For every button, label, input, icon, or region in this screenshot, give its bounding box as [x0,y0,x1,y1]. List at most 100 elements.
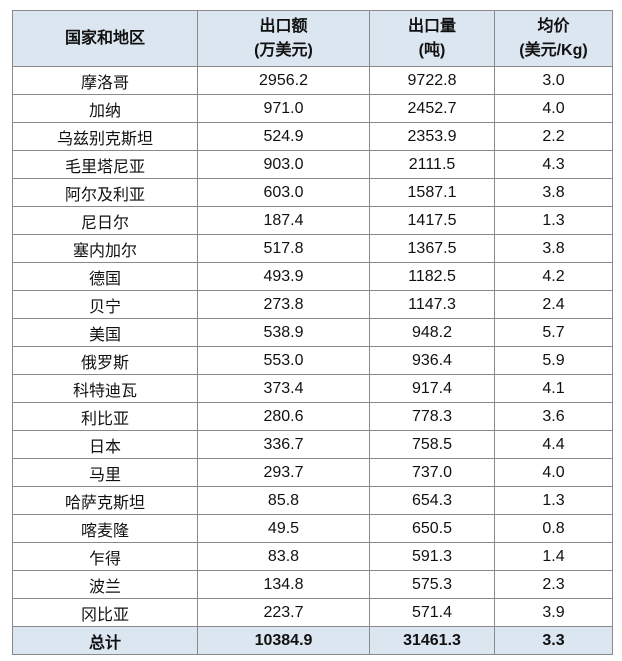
value-cell: 936.4 [369,346,495,375]
value-cell: 1182.5 [369,262,495,291]
value-cell: 2.3 [494,570,613,599]
country-cell: 马里 [12,458,198,487]
country-cell: 乍得 [12,542,198,571]
value-cell: 187.4 [197,206,370,235]
value-cell: 524.9 [197,122,370,151]
total-cell: 10384.9 [197,626,370,655]
value-cell: 1.4 [494,542,613,571]
value-cell: 591.3 [369,542,495,571]
country-cell: 利比亚 [12,402,198,431]
value-cell: 4.0 [494,94,613,123]
value-cell: 4.2 [494,262,613,291]
table-row: 加纳 971.0 2452.7 4.0 [12,94,613,123]
country-cell: 哈萨克斯坦 [12,486,198,515]
header-text: 均价 [537,17,570,35]
value-cell: 1587.1 [369,178,495,207]
value-cell: 2956.2 [197,66,370,95]
header-row: 国家和地区 出口额 (万美元) 出口量 (吨) 均价 (美元/Kg) [12,10,613,67]
value-cell: 575.3 [369,570,495,599]
value-cell: 4.0 [494,458,613,487]
table-row: 德国 493.9 1182.5 4.2 [12,262,613,291]
table-row: 冈比亚 223.7 571.4 3.9 [12,598,613,627]
country-cell: 冈比亚 [12,598,198,627]
value-cell: 293.7 [197,458,370,487]
total-cell: 总计 [12,626,198,655]
table-row: 利比亚 280.6 778.3 3.6 [12,402,613,431]
value-cell: 1367.5 [369,234,495,263]
value-cell: 2.4 [494,290,613,319]
country-cell: 摩洛哥 [12,66,198,95]
table-row: 波兰 134.8 575.3 2.3 [12,570,613,599]
table-row: 俄罗斯 553.0 936.4 5.9 [12,346,613,375]
header-cell: 国家和地区 [12,10,198,67]
table-row: 科特迪瓦 373.4 917.4 4.1 [12,374,613,403]
value-cell: 1.3 [494,206,613,235]
value-cell: 917.4 [369,374,495,403]
table-row: 摩洛哥 2956.2 9722.8 3.0 [12,66,613,95]
table-row: 日本 336.7 758.5 4.4 [12,430,613,459]
header-text: (吨) [418,41,446,59]
country-cell: 德国 [12,262,198,291]
header-cell: 出口额 (万美元) [197,10,370,67]
table-body: 摩洛哥 2956.2 9722.8 3.0 加纳 971.0 2452.7 4.0 乌兹别克斯坦… [12,66,613,655]
value-cell: 3.9 [494,598,613,627]
value-cell: 5.7 [494,318,613,347]
value-cell: 4.4 [494,430,613,459]
value-cell: 4.3 [494,150,613,179]
header-cell: 出口量 (吨) [369,10,495,67]
table-row: 马里 293.7 737.0 4.0 [12,458,613,487]
data-table: 国家和地区 出口额 (万美元) 出口量 (吨) 均价 (美元/Kg) 摩洛哥 2956.2 97… [12,10,613,655]
table-row: 喀麦隆 49.5 650.5 0.8 [12,514,613,543]
value-cell: 85.8 [197,486,370,515]
value-cell: 2353.9 [369,122,495,151]
value-cell: 0.8 [494,514,613,543]
value-cell: 1.3 [494,486,613,515]
value-cell: 4.1 [494,374,613,403]
value-cell: 3.8 [494,178,613,207]
country-cell: 乌兹别克斯坦 [12,122,198,151]
country-cell: 喀麦隆 [12,514,198,543]
table-row: 塞内加尔 517.8 1367.5 3.8 [12,234,613,263]
value-cell: 493.9 [197,262,370,291]
table-row: 乍得 83.8 591.3 1.4 [12,542,613,571]
table-row: 尼日尔 187.4 1417.5 1.3 [12,206,613,235]
total-row: 总计 10384.9 31461.3 3.3 [12,626,613,655]
value-cell: 571.4 [369,598,495,627]
country-cell: 美国 [12,318,198,347]
value-cell: 134.8 [197,570,370,599]
value-cell: 778.3 [369,402,495,431]
table-row: 哈萨克斯坦 85.8 654.3 1.3 [12,486,613,515]
value-cell: 1417.5 [369,206,495,235]
country-cell: 毛里塔尼亚 [12,150,198,179]
country-cell: 尼日尔 [12,206,198,235]
value-cell: 948.2 [369,318,495,347]
header-text: 国家和地区 [64,29,145,47]
value-cell: 373.4 [197,374,370,403]
value-cell: 758.5 [369,430,495,459]
table-row: 贝宁 273.8 1147.3 2.4 [12,290,613,319]
value-cell: 1147.3 [369,290,495,319]
value-cell: 273.8 [197,290,370,319]
value-cell: 538.9 [197,318,370,347]
country-cell: 科特迪瓦 [12,374,198,403]
value-cell: 553.0 [197,346,370,375]
table-row: 美国 538.9 948.2 5.7 [12,318,613,347]
value-cell: 49.5 [197,514,370,543]
value-cell: 3.6 [494,402,613,431]
value-cell: 5.9 [494,346,613,375]
value-cell: 2452.7 [369,94,495,123]
header-cell: 均价 (美元/Kg) [494,10,613,67]
country-cell: 日本 [12,430,198,459]
country-cell: 加纳 [12,94,198,123]
country-cell: 塞内加尔 [12,234,198,263]
header-text: (美元/Kg) [519,41,588,59]
header-text: (万美元) [254,41,313,59]
value-cell: 2.2 [494,122,613,151]
value-cell: 650.5 [369,514,495,543]
country-cell: 贝宁 [12,290,198,319]
value-cell: 280.6 [197,402,370,431]
table-row: 乌兹别克斯坦 524.9 2353.9 2.2 [12,122,613,151]
header-text: 出口额 [259,17,308,35]
country-cell: 波兰 [12,570,198,599]
